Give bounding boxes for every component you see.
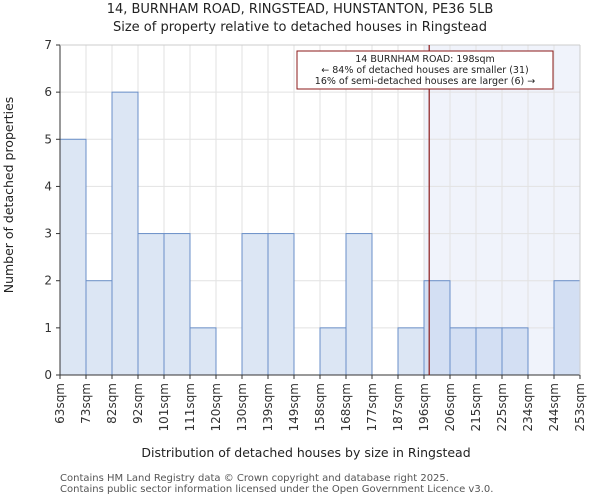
bar — [345, 233, 373, 376]
annotation-line-2: ← 84% of detached houses are smaller (31… — [321, 65, 528, 76]
bar — [241, 233, 269, 376]
x-tick-label: 73sqm — [79, 383, 93, 424]
x-tick-label: 206sqm — [443, 383, 457, 431]
x-tick-label: 82sqm — [105, 383, 119, 424]
x-tick-label: 149sqm — [287, 383, 301, 431]
x-tick-label: 120sqm — [209, 383, 223, 431]
x-tick-label: 196sqm — [417, 383, 431, 431]
chart-subtitle: Size of property relative to detached ho… — [112, 20, 487, 35]
x-tick-label: 111sqm — [183, 383, 197, 431]
footer-licence: Contains public sector information licen… — [60, 484, 494, 495]
y-tick-label: 2 — [44, 274, 52, 288]
x-tick-label: 92sqm — [131, 383, 145, 424]
y-tick-label: 5 — [44, 132, 52, 146]
bar — [189, 327, 217, 376]
bar — [397, 327, 425, 376]
x-tick-label: 101sqm — [157, 383, 171, 431]
x-tick-label: 63sqm — [53, 383, 67, 424]
y-tick-label: 4 — [44, 179, 52, 193]
x-tick-label: 139sqm — [261, 383, 275, 431]
annotation-line-1: 14 BURNHAM ROAD: 198sqm — [355, 54, 494, 65]
bar — [449, 327, 477, 376]
y-tick-label: 0 — [44, 368, 52, 382]
footer-copyright: Contains HM Land Registry data © Crown c… — [60, 473, 449, 484]
bar — [501, 327, 529, 376]
x-tick-label: 244sqm — [547, 383, 561, 431]
y-tick-label: 7 — [44, 38, 52, 52]
bar — [319, 327, 347, 376]
bar — [553, 280, 581, 376]
x-tick-label: 158sqm — [313, 383, 327, 431]
y-tick-label: 6 — [44, 85, 52, 99]
chart-title: 14, BURNHAM ROAD, RINGSTEAD, HUNSTANTON,… — [106, 2, 494, 17]
x-tick-label: 225sqm — [495, 383, 509, 431]
x-tick-label: 130sqm — [235, 383, 249, 431]
bar — [111, 91, 139, 376]
x-tick-label: 177sqm — [365, 383, 379, 431]
y-axis-title: Number of detached properties — [1, 97, 16, 294]
bar — [85, 280, 113, 376]
x-tick-label: 187sqm — [391, 383, 405, 431]
x-tick-label: 215sqm — [469, 383, 483, 431]
bar — [267, 233, 295, 376]
bar — [475, 327, 503, 376]
annotation-box — [296, 50, 554, 90]
annotation-line-3: 16% of semi-detached houses are larger (… — [315, 76, 535, 87]
y-tick-label: 1 — [44, 321, 52, 335]
bar — [59, 138, 87, 376]
x-tick-label: 234sqm — [521, 383, 535, 431]
bar — [423, 280, 451, 376]
y-tick-label: 3 — [44, 227, 52, 241]
bar — [137, 233, 165, 376]
x-tick-label: 253sqm — [573, 383, 587, 431]
x-tick-label: 168sqm — [339, 383, 353, 431]
x-axis-title: Distribution of detached houses by size … — [141, 445, 470, 460]
bar — [163, 233, 191, 376]
